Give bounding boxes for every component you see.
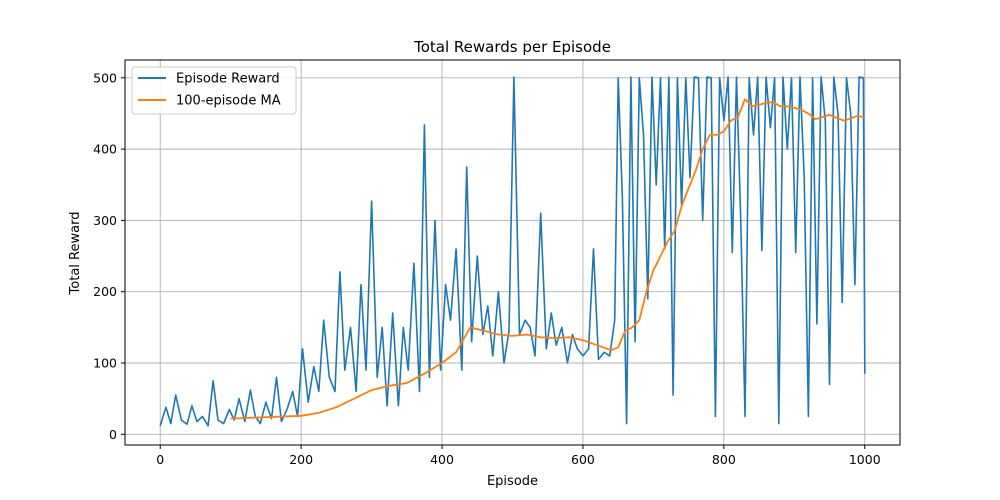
legend-label-episode-reward: Episode Reward <box>176 72 280 87</box>
x-tick-label: 600 <box>571 452 595 467</box>
x-tick-label: 0 <box>156 452 164 467</box>
y-tick-label: 0 <box>109 427 117 442</box>
series-line-episode-reward <box>159 76 866 427</box>
legend-box <box>131 66 297 115</box>
y-axis-label: Total Reward <box>68 212 83 296</box>
legend: Episode Reward 100-episode MA <box>131 66 297 115</box>
legend-label-moving-average: 100-episode MA <box>176 94 281 109</box>
y-tick-label: 400 <box>93 142 117 157</box>
x-tick-label: 800 <box>712 452 736 467</box>
y-tick-label: 100 <box>93 356 117 371</box>
y-axis-ticks: 0 100 200 300 400 500 <box>93 70 125 442</box>
x-tick-label: 400 <box>430 452 454 467</box>
y-tick-label: 200 <box>93 284 117 299</box>
x-tick-label: 1000 <box>849 452 881 467</box>
x-axis-ticks: 0 200 400 600 800 1000 <box>156 445 881 467</box>
x-axis-label: Episode <box>487 474 538 489</box>
chart-title: Total Rewards per Episode <box>413 38 611 56</box>
plot-area <box>159 76 866 427</box>
y-tick-label: 300 <box>93 213 117 228</box>
y-tick-label: 500 <box>93 70 117 85</box>
series-line-moving-average <box>230 98 866 420</box>
series-layer <box>159 76 866 427</box>
x-tick-label: 200 <box>289 452 313 467</box>
axes-frame <box>124 59 901 446</box>
